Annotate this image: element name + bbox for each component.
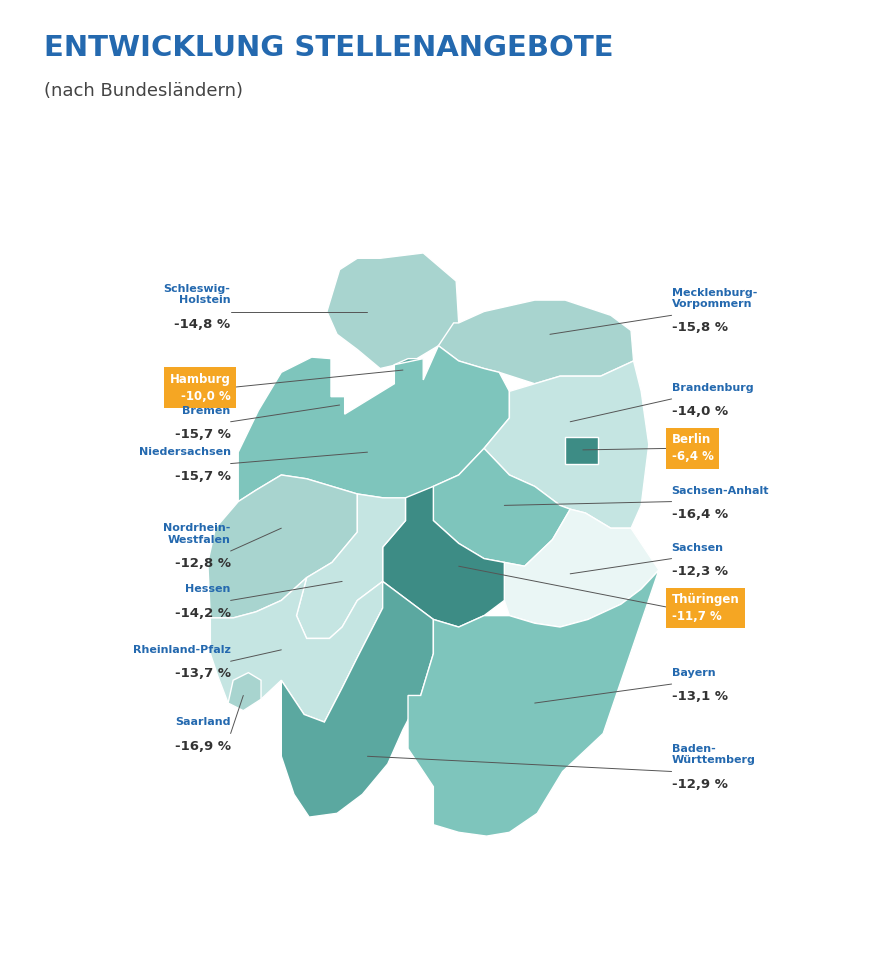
Polygon shape: [210, 578, 382, 722]
Polygon shape: [484, 361, 648, 528]
Text: Baden-
Württemberg: Baden- Württemberg: [671, 744, 755, 765]
Text: Thüringen
-11,7 %: Thüringen -11,7 %: [671, 593, 739, 623]
Text: -15,7 %: -15,7 %: [175, 469, 230, 483]
Text: Hessen: Hessen: [185, 585, 230, 594]
Text: Nordrhein-
Westfalen: Nordrhein- Westfalen: [163, 523, 230, 545]
Polygon shape: [382, 487, 504, 627]
Text: Hamburg
-10,0 %: Hamburg -10,0 %: [169, 372, 230, 402]
Polygon shape: [408, 570, 658, 836]
Text: Bremen: Bremen: [183, 406, 230, 416]
Text: -16,4 %: -16,4 %: [671, 508, 727, 520]
Text: Niedersachsen: Niedersachsen: [138, 447, 230, 458]
Text: Berlin
-6,4 %: Berlin -6,4 %: [671, 433, 712, 464]
Text: -12,9 %: -12,9 %: [671, 778, 727, 791]
Text: Sachsen: Sachsen: [671, 542, 723, 553]
Text: -15,7 %: -15,7 %: [175, 428, 230, 441]
Text: -12,8 %: -12,8 %: [175, 557, 230, 570]
Polygon shape: [207, 475, 357, 618]
Text: -14,0 %: -14,0 %: [671, 405, 727, 418]
Polygon shape: [327, 253, 458, 369]
Text: (nach Bundesländern): (nach Bundesländern): [44, 82, 243, 100]
Text: -13,7 %: -13,7 %: [175, 667, 230, 681]
Text: -12,3 %: -12,3 %: [671, 564, 727, 578]
Text: Rheinland-Pfalz: Rheinland-Pfalz: [133, 645, 230, 655]
Polygon shape: [433, 448, 570, 566]
Text: -14,2 %: -14,2 %: [175, 607, 230, 619]
Polygon shape: [330, 396, 345, 414]
Polygon shape: [281, 582, 433, 817]
Polygon shape: [394, 359, 423, 384]
Text: Brandenburg: Brandenburg: [671, 383, 752, 393]
Text: ENTWICKLUNG STELLENANGEBOTE: ENTWICKLUNG STELLENANGEBOTE: [44, 34, 613, 61]
Text: -15,8 %: -15,8 %: [671, 322, 727, 334]
Text: Bayern: Bayern: [671, 668, 714, 678]
Text: -16,9 %: -16,9 %: [175, 739, 230, 753]
Polygon shape: [238, 346, 509, 501]
Text: Saarland: Saarland: [175, 717, 230, 728]
Polygon shape: [438, 300, 633, 384]
Text: -13,1 %: -13,1 %: [671, 690, 727, 703]
Text: Schleswig-
Holstein: Schleswig- Holstein: [164, 284, 230, 305]
Polygon shape: [228, 673, 260, 710]
Polygon shape: [504, 509, 658, 627]
Text: -14,8 %: -14,8 %: [175, 318, 230, 330]
Polygon shape: [296, 494, 405, 638]
Text: Mecklenburg-
Vorpommern: Mecklenburg- Vorpommern: [671, 288, 756, 309]
Text: Sachsen-Anhalt: Sachsen-Anhalt: [671, 486, 768, 495]
Polygon shape: [564, 437, 597, 464]
